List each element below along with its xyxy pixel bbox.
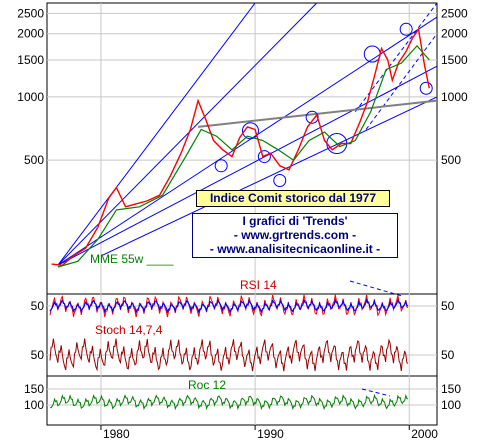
y-tick-left-1500: 1500 [17,53,44,67]
y-tick-left-stoch-50: 50 [31,348,45,362]
y-tick-left-500: 500 [24,153,44,167]
roc-line [49,393,409,411]
highlight-circle-1 [214,159,228,173]
y-tick-left-roc-100: 100 [24,398,44,412]
trendline-1 [57,2,256,266]
stoch-line [49,338,409,372]
indicator-series [49,280,409,411]
highlight-circle-3 [257,150,271,164]
y-tick-right-2500: 2500 [441,6,468,20]
axis-labels: 500 500 1000 1000 1500 1500 2000 2000 2500 2500 19… [17,6,468,441]
mme-label: MME 55w ____ [90,252,174,266]
trendline-3 [57,16,438,266]
price-series [51,27,430,268]
highlight-circle-4 [273,174,287,188]
links-box: I grafici di 'Trends' - www.grtrends.com… [192,213,398,258]
y-tick-left-2500: 2500 [17,6,44,20]
rsi-label: RSI 14 [240,278,277,292]
trendline-lower [100,96,438,257]
roc-label: Roc 12 [188,378,226,392]
x-tick-1980: 1980 [103,427,130,441]
rsi-average-line [49,297,409,314]
highlight-circle-9 [419,81,433,95]
rsi-divergence-line [349,280,403,297]
link-grtrends[interactable]: - www.grtrends.com - [233,228,357,242]
y-tick-right-2000: 2000 [441,27,468,41]
roc-divergence-line [361,388,391,397]
link-analisitecnica[interactable]: - www.analisitecnicaonline.it - [209,242,381,256]
x-tick-2000: 2000 [411,427,438,441]
series-line-mme [57,44,430,268]
links-heading: I grafici di 'Trends' [242,214,348,228]
y-tick-right-roc-150: 150 [441,382,461,396]
channel-upper [354,2,438,113]
y-tick-right-rsi-50: 50 [441,299,455,313]
y-tick-right-roc-100: 100 [441,398,461,412]
y-tick-right-stoch-50: 50 [441,348,455,362]
y-tick-left-roc-150: 150 [24,382,44,396]
highlight-circle-8 [399,22,413,36]
trendlines [57,2,438,266]
y-tick-right-1500: 1500 [441,53,468,67]
trendline-4 [57,65,438,266]
y-tick-right-500: 500 [441,153,461,167]
stoch-label: Stoch 14,7,4 [95,323,163,337]
trendline-2 [57,2,318,266]
chart-title: Indice Comit storico dal 1977 [196,190,390,207]
channel-lower [365,33,438,130]
y-tick-left-2000: 2000 [17,27,44,41]
plot-frame [46,2,438,426]
y-tick-left-1000: 1000 [17,90,44,104]
y-tick-right-1000: 1000 [441,90,468,104]
x-tick-1990: 1990 [257,427,284,441]
y-tick-left-rsi-50: 50 [31,299,45,313]
series-line-price [51,27,430,267]
highlight-circle-2 [241,122,259,140]
